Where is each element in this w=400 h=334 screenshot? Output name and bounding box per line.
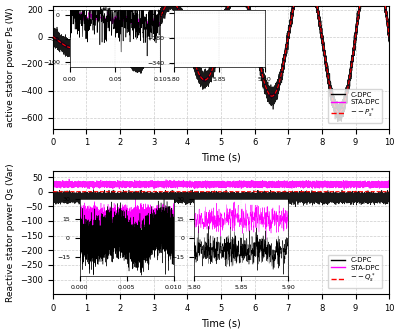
Legend: C-DPC, STA-DPC, $- -Q_s^*$: C-DPC, STA-DPC, $- -Q_s^*$: [328, 255, 382, 288]
Y-axis label: Reactive stator power Qs (Var): Reactive stator power Qs (Var): [6, 163, 14, 302]
Y-axis label: active stator power Ps (W): active stator power Ps (W): [6, 7, 14, 127]
X-axis label: Time (s): Time (s): [201, 153, 241, 163]
X-axis label: Time (s): Time (s): [201, 318, 241, 328]
Legend: C-DPC, STA-DPC, $- -P_s^*$: C-DPC, STA-DPC, $- -P_s^*$: [328, 89, 382, 123]
